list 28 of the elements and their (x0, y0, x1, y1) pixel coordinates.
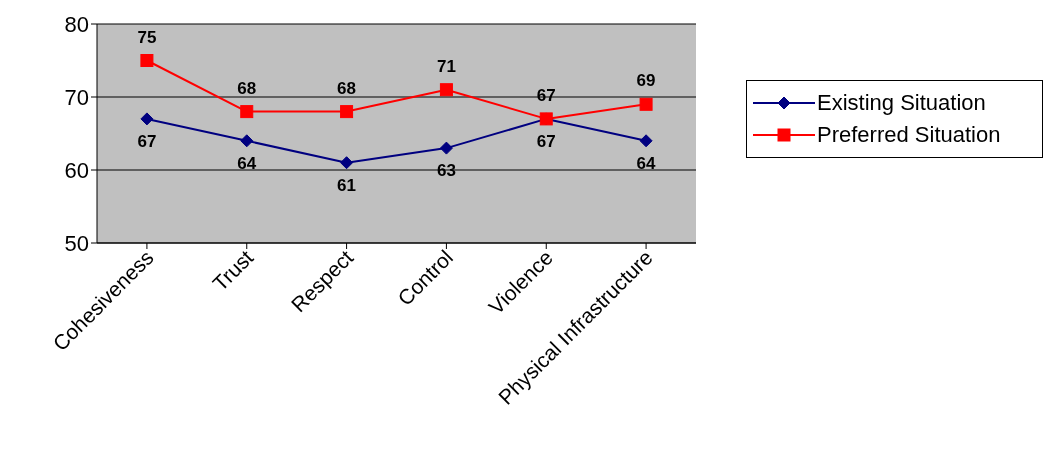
data-label: 67 (536, 131, 556, 151)
data-label: 67 (137, 131, 157, 151)
point (639, 97, 653, 111)
point (240, 105, 254, 119)
y-tick-label: 80 (64, 11, 89, 37)
point (439, 141, 453, 155)
data-label: 68 (337, 78, 357, 98)
data-label: 64 (636, 153, 657, 173)
data-label: 69 (636, 71, 656, 91)
data-label: 63 (436, 161, 456, 181)
point (140, 112, 154, 126)
point (439, 83, 453, 97)
data-label: 71 (436, 56, 456, 76)
legend-label: Existing Situation (817, 89, 986, 117)
point (340, 105, 354, 119)
data-label: 67 (536, 85, 556, 105)
point (240, 134, 254, 148)
legend-label: Preferred Situation (817, 121, 1001, 149)
data-label: 64 (237, 153, 257, 173)
point (340, 156, 354, 170)
point (639, 134, 653, 148)
data-label: 75 (137, 27, 157, 47)
y-tick-label: 70 (64, 84, 89, 110)
y-tick-label: 50 (64, 230, 89, 256)
data-label: 68 (237, 78, 257, 98)
y-tick-label: 60 (64, 157, 89, 183)
data-label: 61 (337, 175, 357, 195)
point (140, 54, 154, 67)
